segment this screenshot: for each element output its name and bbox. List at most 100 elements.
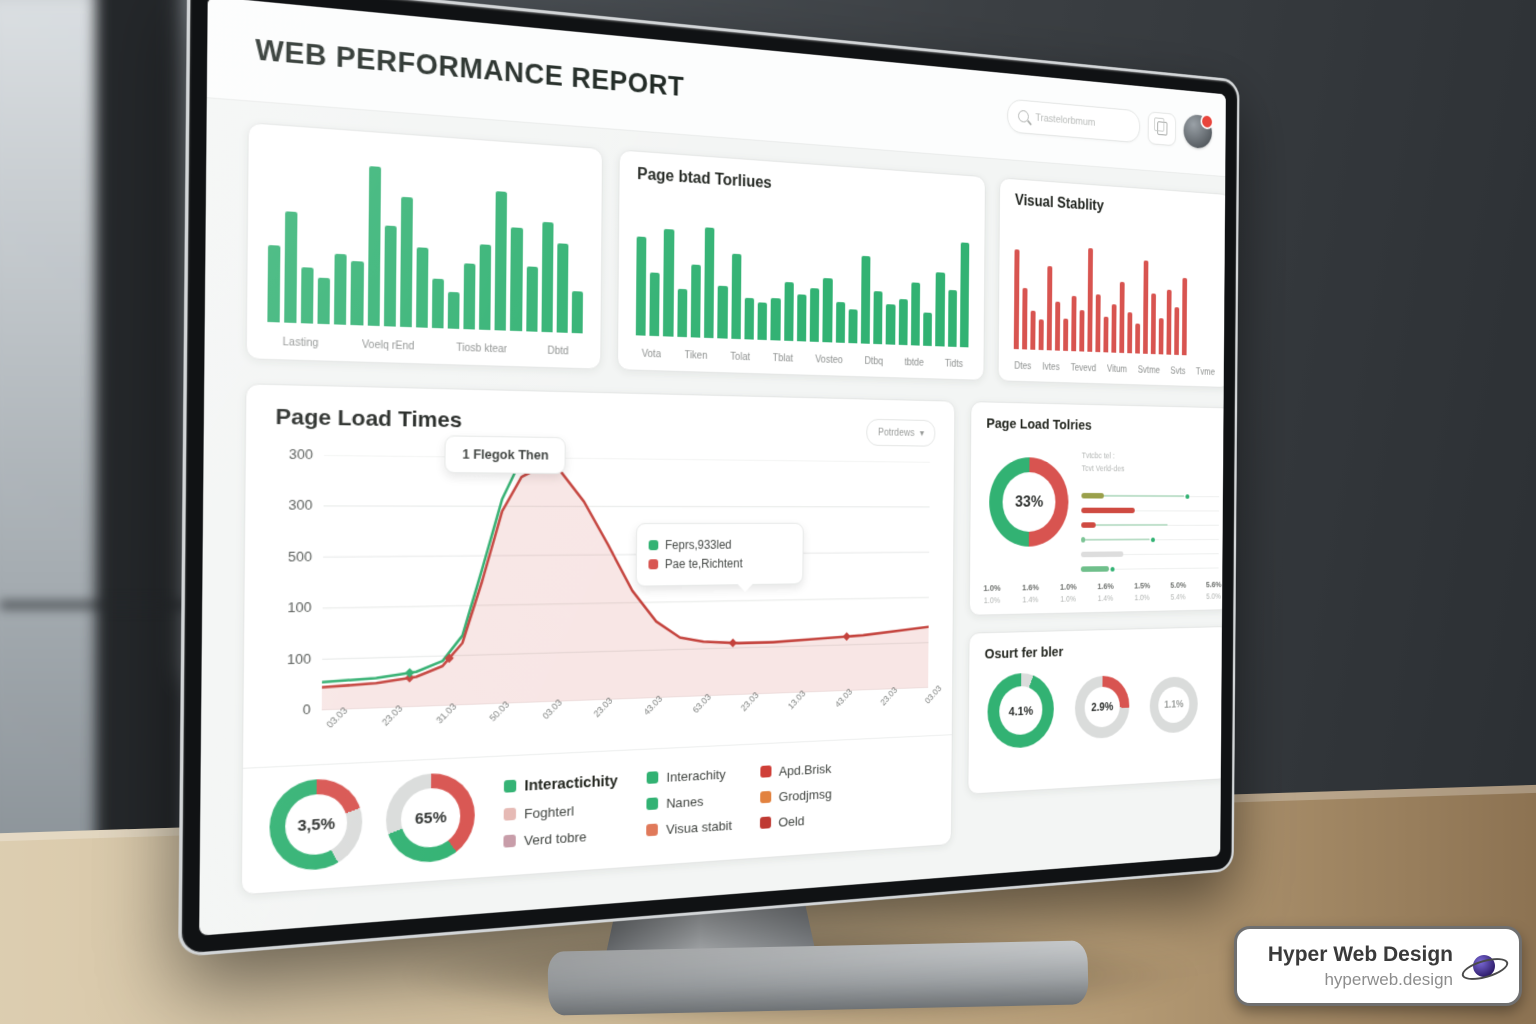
axis-label: Vota <box>641 348 662 361</box>
bar <box>809 287 820 342</box>
search-input[interactable] <box>1033 110 1126 132</box>
bar <box>835 302 845 343</box>
bar <box>704 227 715 339</box>
legend-swatch <box>503 807 517 821</box>
user-avatar[interactable] <box>1183 113 1213 150</box>
bar <box>663 228 675 337</box>
donut-value: 1.1% <box>1164 699 1184 711</box>
bar <box>447 292 460 329</box>
legend-item[interactable]: Visua stabit <box>646 817 733 837</box>
orbit-logo-icon <box>1459 947 1511 985</box>
panel-notes: Tvtcbc tel : Tcvt Verld-des <box>1082 451 1125 477</box>
legend-item[interactable]: Verd tobre <box>503 827 617 850</box>
bar <box>301 267 314 324</box>
donut-gauge: 33% <box>988 456 1069 547</box>
donut-gauge: 65% <box>385 771 476 865</box>
legend-swatch <box>760 790 772 804</box>
donut-gauge: 1.1% <box>1149 676 1198 734</box>
legend-label: Apd.Brisk <box>778 760 832 779</box>
gauge-panel: Osurt fer bler 4.1% 2.9% 1.1% <box>967 626 1226 795</box>
x-tick: 23.03 <box>379 703 405 728</box>
mini-bar-line <box>1085 538 1150 541</box>
planet-shape <box>1473 955 1495 977</box>
y-tick: 300 <box>288 445 314 463</box>
legend-item[interactable]: Foghterl <box>503 800 618 822</box>
watermark-brand: Hyper Web Design <box>1267 942 1453 966</box>
x-tick: 31.03 <box>434 701 459 726</box>
bar <box>1111 304 1117 353</box>
donut-value: 3,5% <box>297 814 336 835</box>
legend-item[interactable]: Interactichity <box>503 772 618 796</box>
legend-swatch <box>646 797 659 811</box>
stat-cell: 5.6% 5.0% <box>1206 580 1222 601</box>
card-title: Page btad Torliues <box>637 165 772 193</box>
mini-bar-line <box>1104 494 1185 498</box>
bar <box>796 294 807 342</box>
bar <box>910 282 921 346</box>
legend-swatch <box>759 816 772 829</box>
copy-button[interactable] <box>1147 110 1177 146</box>
mini-bar <box>1080 566 1110 572</box>
search-icon <box>1018 109 1029 123</box>
legend-label: Visua stabit <box>665 817 733 837</box>
donut-value: 65% <box>414 807 447 828</box>
legend-item[interactable]: Interachity <box>646 766 732 786</box>
legend-item[interactable]: Apd.Brisk <box>760 761 832 779</box>
monitor-stand-base <box>547 940 1089 1016</box>
legend-swatch <box>646 823 659 837</box>
axis-label: Lasting <box>282 336 319 350</box>
mini-bar-row <box>1080 551 1219 558</box>
donut-gauge: 4.1% <box>987 672 1055 750</box>
bar <box>1038 319 1044 351</box>
y-tick: 100 <box>287 599 312 616</box>
donut-value: 4.1% <box>1008 702 1034 719</box>
stat-subvalue: 1.0% <box>983 595 1001 606</box>
donut-value: 2.9% <box>1091 700 1114 714</box>
bar <box>1046 266 1053 351</box>
tooltip-swatch <box>648 559 659 570</box>
x-tick: 03.03 <box>324 705 350 731</box>
bar <box>959 242 970 348</box>
stat-value: 1.0% <box>1060 582 1077 592</box>
bar <box>431 278 444 329</box>
bar <box>479 244 492 331</box>
stat-cell: 1.0% 1.0% <box>1060 582 1077 603</box>
bar <box>399 196 413 328</box>
peak-tooltip: 1 Flegok Then <box>444 435 566 475</box>
bar <box>935 272 945 347</box>
legend-column: Interachity Nanes Visua stabit <box>646 766 733 840</box>
x-tick: 03.03 <box>540 697 564 722</box>
watermark-text: Hyper Web Design hyperweb.design <box>1268 943 1453 990</box>
chevron-down-icon: ▾ <box>919 427 925 439</box>
bar <box>731 254 742 340</box>
bar <box>1095 294 1101 353</box>
legend-swatch <box>760 765 772 778</box>
bar <box>947 289 957 347</box>
bar <box>571 291 583 334</box>
axis-label: Vitum <box>1106 364 1128 375</box>
bar <box>1013 249 1020 350</box>
x-tick: 03.03 <box>923 683 943 706</box>
note-line: Tcvt Verld-des <box>1081 463 1125 474</box>
axis-label: Vosteo <box>815 354 843 367</box>
card-title: Page Load Tolries <box>986 415 1092 434</box>
axis-label: Svts <box>1170 366 1186 377</box>
bar-chart <box>1013 232 1217 357</box>
donut-value: 33% <box>1015 492 1044 511</box>
stat-cell: 5.0% 5.4% <box>1170 580 1186 601</box>
bar <box>267 244 281 323</box>
stat-value: 1.6% <box>1097 581 1114 591</box>
legend-item[interactable]: Grodjmsg <box>760 786 832 805</box>
x-tick: 13.03 <box>786 688 808 712</box>
period-dropdown[interactable]: Potrdews ▾ <box>866 418 936 447</box>
mini-bar <box>1081 507 1135 514</box>
bar <box>783 281 794 342</box>
legend-item[interactable]: Oeld <box>759 811 832 830</box>
bar <box>1087 247 1093 352</box>
legend-item[interactable]: Nanes <box>646 792 732 812</box>
mini-bar-dot <box>1110 566 1115 572</box>
axis-label: Tblat <box>772 353 794 365</box>
axis-label: Tvme <box>1195 367 1215 378</box>
